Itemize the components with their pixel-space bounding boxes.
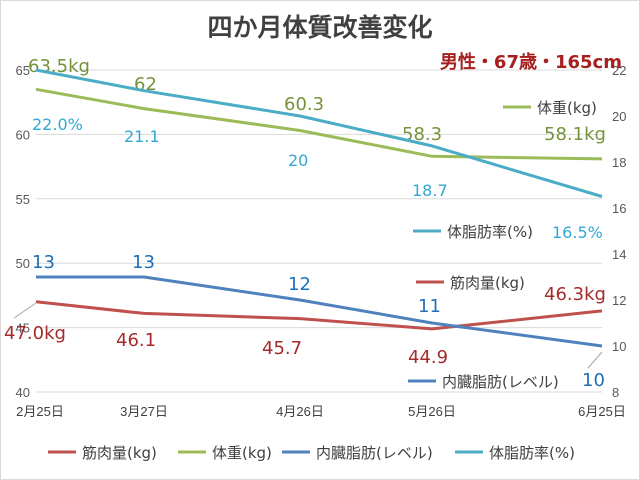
data-label: 46.3kg: [544, 284, 606, 305]
data-label: 47.0kg: [4, 323, 66, 344]
right-axis-tick-label: 14: [612, 247, 626, 262]
x-axis-tick-label: 5月26日: [408, 404, 456, 419]
left-axis-tick-label: 40: [16, 385, 30, 400]
series-line-3: [35, 68, 603, 198]
data-label: 13: [32, 252, 55, 273]
series-line-2: [36, 275, 603, 348]
right-axis-tick-label: 16: [612, 201, 626, 216]
left-axis-tick-label: 45: [16, 321, 30, 336]
leader-line: [13, 302, 37, 319]
x-axis-tick-label: 2月25日: [16, 404, 64, 419]
right-axis-tick-label: 20: [612, 109, 626, 124]
leader-line: [587, 351, 603, 369]
inline-legend-label: 体重(kg): [537, 99, 597, 117]
series-line-1: [35, 87, 603, 161]
data-label: 11: [418, 296, 441, 317]
x-axis-tick-label: 3月27日: [120, 404, 168, 419]
legend-label: 体重(kg): [212, 444, 272, 462]
inline-legend-label: 内臓脂肪(レベル): [442, 373, 559, 391]
data-label: 18.7: [412, 181, 448, 200]
data-label: 21.1: [124, 127, 160, 146]
data-label: 58.3: [402, 124, 442, 145]
x-axis-tick-label: 6月25日: [578, 404, 626, 419]
data-label: 12: [288, 274, 311, 295]
data-label: 45.7: [262, 338, 302, 359]
right-axis-tick-label: 12: [612, 293, 626, 308]
right-axis-tick-label: 18: [612, 155, 626, 170]
data-label: 20: [288, 151, 308, 170]
left-axis-tick-label: 55: [16, 192, 30, 207]
legend-label: 内臓脂肪(レベル): [316, 444, 433, 462]
inline-legend-label: 体脂肪率(%): [447, 223, 533, 241]
data-label: 44.9: [408, 347, 448, 368]
legend-label: 筋肉量(kg): [82, 444, 157, 462]
x-axis-tick-label: 4月26日: [276, 404, 324, 419]
chart-note: 男性・67歳・165cm: [440, 51, 622, 73]
legend-label: 体脂肪率(%): [489, 444, 575, 462]
left-axis-tick-label: 60: [16, 127, 30, 142]
data-label: 16.5%: [552, 223, 603, 242]
right-axis-tick-label: 10: [612, 339, 626, 354]
data-label: 22.0%: [32, 115, 83, 134]
data-label: 46.1: [116, 330, 156, 351]
inline-legend-label: 筋肉量(kg): [450, 274, 525, 292]
data-label: 60.3: [284, 94, 324, 115]
left-axis-tick-label: 50: [16, 256, 30, 271]
data-label: 58.1kg: [544, 124, 606, 145]
left-axis-tick-label: 65: [16, 63, 30, 78]
data-label: 13: [132, 252, 155, 273]
data-label: 10: [582, 370, 605, 391]
right-axis-tick-label: 22: [612, 63, 626, 78]
series-line-0: [35, 300, 603, 331]
right-axis-tick-label: 8: [612, 385, 619, 400]
chart-title: 四か月体質改善変化: [207, 13, 432, 42]
